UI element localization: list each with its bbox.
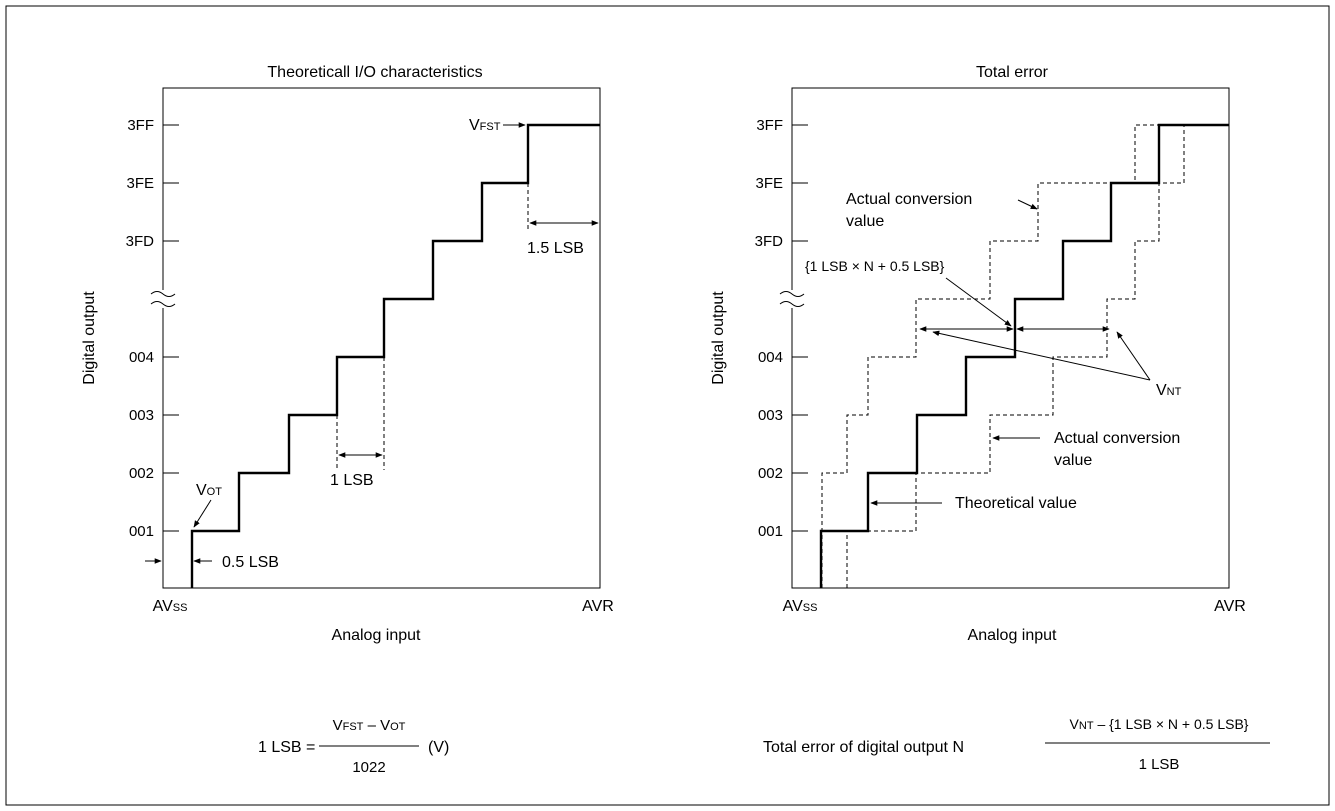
right-vnt-arrow-right: [1116, 331, 1151, 381]
left-tick-label: 3FF: [127, 117, 154, 134]
right-x-axis-label: Analog input: [968, 627, 1058, 644]
right-theoretical-staircase: [819, 123, 1229, 588]
outer-frame: [5, 5, 1330, 806]
left-formula-unit: (V): [428, 739, 449, 756]
right-bracket-label: {1 LSB × N + 0.5 LSB}: [805, 258, 945, 274]
left-tick-label: 001: [129, 523, 154, 540]
right-plot-frame: [791, 87, 1230, 589]
left-1lsb-label: 1 LSB: [330, 472, 374, 489]
left-tick-label: 3FD: [126, 233, 155, 250]
left-y-ticks: [163, 124, 179, 532]
left-tick-label: 3FE: [126, 175, 154, 192]
right-panel: Total error 001 002 003 004 3FD 3FE 3FF …: [710, 64, 1270, 773]
right-tick-label: 001: [758, 523, 783, 540]
left-title: Theoreticall I/O characteristics: [267, 64, 482, 81]
left-half-lsb-label: 0.5 LSB: [222, 554, 279, 571]
right-actual-upper-label-2: value: [846, 213, 884, 230]
left-vot-label: VOT: [196, 482, 222, 499]
right-tick-label: 3FD: [755, 233, 784, 250]
right-formula-denominator: 1 LSB: [1139, 756, 1180, 773]
left-tick-label: 002: [129, 465, 154, 482]
right-formula-lhs: Total error of digital output N: [763, 739, 964, 756]
right-x-end-label: AVR: [1214, 598, 1246, 615]
right-tick-label: 3FF: [756, 117, 783, 134]
right-y-axis-label: Digital output: [710, 291, 727, 385]
left-y-axis-label: Digital output: [81, 291, 98, 385]
right-bracket-arrow: [945, 277, 1012, 327]
left-axis-break: [150, 290, 176, 308]
right-y-ticks: [792, 124, 808, 532]
right-axis-break: [779, 290, 805, 308]
left-vot-arrow: [193, 499, 212, 528]
right-theoretical-label: Theoretical value: [955, 495, 1077, 512]
left-formula-numerator: VFST – VOT: [333, 717, 406, 734]
left-formula: 1 LSB = VFST – VOT 1022 (V): [258, 717, 449, 776]
left-x-start-label: AVSS: [153, 598, 188, 615]
right-formula-numerator: VNT – {1 LSB × N + 0.5 LSB}: [1070, 716, 1249, 732]
left-15lsb-label: 1.5 LSB: [527, 240, 584, 257]
left-ideal-staircase: [190, 123, 600, 588]
right-title: Total error: [976, 64, 1049, 81]
right-actual-upper-arrow: [1017, 199, 1038, 210]
right-tick-label: 004: [758, 349, 783, 366]
right-x-start-label: AVSS: [783, 598, 818, 615]
right-tick-label: 003: [758, 407, 783, 424]
left-plot-frame: [162, 87, 601, 589]
right-actual-lower-label: Actual conversion: [1054, 430, 1180, 447]
right-formula: Total error of digital output N VNT – {1…: [763, 716, 1270, 773]
left-panel: Theoreticall I/O characteristics 001 002…: [81, 64, 614, 776]
left-tick-label: 003: [129, 407, 154, 424]
left-x-end-label: AVR: [582, 598, 614, 615]
left-formula-lhs: 1 LSB =: [258, 739, 315, 756]
left-vfst-label: VFST: [469, 117, 501, 134]
left-x-axis-label: Analog input: [332, 627, 422, 644]
right-vnt-arrow-left: [932, 330, 1151, 381]
left-formula-denominator: 1022: [352, 759, 385, 776]
left-dashed-guides: [336, 183, 529, 470]
right-actual-upper-label: Actual conversion: [846, 191, 972, 208]
right-actual-lower-label-2: value: [1054, 452, 1092, 469]
right-actual-lower-staircase: [846, 124, 1229, 588]
right-vnt-label: VNT: [1156, 382, 1182, 399]
left-tick-label: 004: [129, 349, 154, 366]
right-tick-label: 3FE: [755, 175, 783, 192]
right-tick-label: 002: [758, 465, 783, 482]
